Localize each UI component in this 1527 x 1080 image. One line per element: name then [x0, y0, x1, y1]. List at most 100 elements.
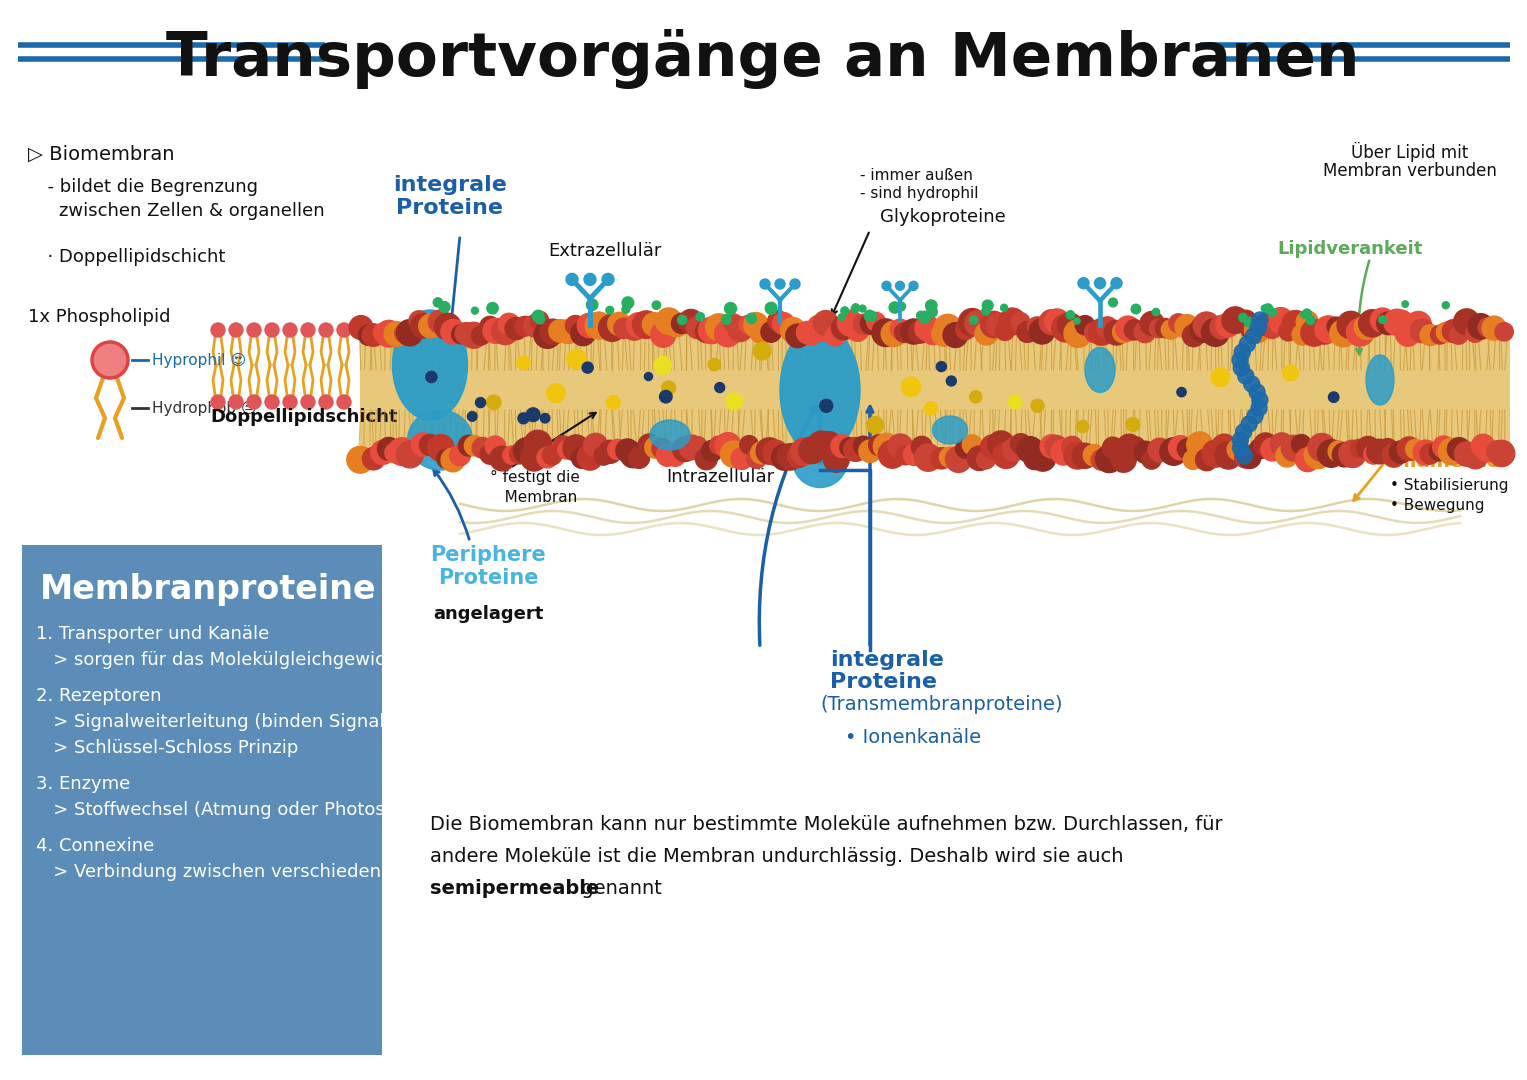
Circle shape: [1414, 440, 1438, 465]
Circle shape: [1318, 440, 1345, 468]
Circle shape: [956, 320, 976, 339]
Circle shape: [428, 434, 454, 461]
Ellipse shape: [392, 310, 467, 420]
Circle shape: [486, 436, 505, 457]
Circle shape: [837, 310, 863, 336]
Text: 2. Rezeptoren: 2. Rezeptoren: [37, 687, 162, 705]
Circle shape: [1025, 448, 1044, 470]
Circle shape: [542, 445, 562, 464]
Circle shape: [651, 322, 675, 348]
Circle shape: [747, 313, 756, 323]
Circle shape: [440, 301, 450, 312]
Circle shape: [1478, 318, 1498, 337]
Text: - sind hydrophil: - sind hydrophil: [860, 186, 979, 201]
Circle shape: [909, 321, 931, 343]
Text: Membran verbunden: Membran verbunden: [1322, 162, 1496, 180]
Text: angelagert: angelagert: [432, 605, 544, 623]
Circle shape: [715, 321, 741, 347]
Circle shape: [455, 323, 476, 345]
Circle shape: [1315, 315, 1342, 342]
Circle shape: [1072, 443, 1098, 469]
Circle shape: [211, 395, 224, 409]
Bar: [360, 332, 1510, 448]
Circle shape: [563, 435, 589, 461]
Circle shape: [698, 318, 725, 343]
Circle shape: [1104, 321, 1128, 345]
Circle shape: [1328, 441, 1350, 462]
Circle shape: [1281, 435, 1307, 461]
Circle shape: [970, 315, 977, 324]
Circle shape: [1267, 308, 1293, 333]
Text: Doppellipidschicht: Doppellipidschicht: [211, 408, 397, 426]
Circle shape: [878, 441, 907, 469]
Circle shape: [1148, 438, 1171, 462]
Circle shape: [744, 312, 768, 337]
Circle shape: [571, 447, 592, 469]
Circle shape: [861, 312, 883, 335]
Circle shape: [1212, 434, 1237, 459]
Circle shape: [266, 395, 279, 409]
Circle shape: [1251, 400, 1267, 416]
Circle shape: [1240, 320, 1260, 339]
Text: Periphere: Periphere: [431, 545, 545, 565]
Circle shape: [1379, 315, 1387, 324]
Circle shape: [654, 356, 672, 374]
Circle shape: [916, 311, 925, 320]
Circle shape: [1338, 311, 1365, 339]
Circle shape: [498, 313, 519, 335]
Text: Lipidverankeit: Lipidverankeit: [1277, 240, 1423, 258]
Circle shape: [799, 437, 826, 463]
Circle shape: [1263, 319, 1281, 338]
Circle shape: [1489, 441, 1515, 467]
Circle shape: [996, 322, 1014, 340]
Circle shape: [1161, 437, 1188, 465]
Circle shape: [337, 395, 351, 409]
Circle shape: [1328, 392, 1339, 403]
Circle shape: [1269, 308, 1277, 316]
Circle shape: [1109, 298, 1118, 307]
Circle shape: [1454, 442, 1478, 467]
Circle shape: [567, 273, 579, 285]
Circle shape: [1029, 319, 1055, 345]
Ellipse shape: [408, 410, 472, 470]
Circle shape: [606, 307, 614, 314]
Circle shape: [388, 437, 415, 465]
Circle shape: [1438, 438, 1464, 464]
Circle shape: [924, 402, 938, 415]
Circle shape: [434, 298, 443, 307]
Text: • Stabilisierung: • Stabilisierung: [1390, 478, 1509, 492]
Circle shape: [530, 311, 548, 329]
Circle shape: [492, 318, 519, 345]
Circle shape: [247, 323, 261, 337]
Circle shape: [411, 437, 429, 456]
Circle shape: [1255, 314, 1277, 336]
Circle shape: [986, 313, 1009, 336]
Circle shape: [282, 323, 296, 337]
Circle shape: [1102, 437, 1124, 458]
Circle shape: [1078, 278, 1089, 288]
Ellipse shape: [1367, 355, 1394, 405]
Circle shape: [1441, 301, 1449, 309]
Circle shape: [585, 312, 612, 339]
Circle shape: [385, 322, 409, 347]
Circle shape: [652, 438, 672, 459]
Circle shape: [472, 437, 493, 458]
Circle shape: [1110, 447, 1136, 472]
Circle shape: [780, 318, 805, 342]
Circle shape: [644, 436, 666, 458]
Circle shape: [371, 441, 394, 464]
Circle shape: [602, 273, 614, 285]
Circle shape: [1044, 435, 1067, 458]
Circle shape: [374, 323, 392, 342]
Circle shape: [904, 444, 925, 465]
Circle shape: [1156, 319, 1174, 338]
Circle shape: [541, 414, 550, 423]
Circle shape: [1215, 442, 1241, 469]
Circle shape: [490, 446, 515, 471]
Circle shape: [1483, 316, 1506, 340]
Circle shape: [1350, 440, 1368, 458]
Circle shape: [852, 303, 860, 311]
Circle shape: [1283, 365, 1298, 381]
Circle shape: [420, 434, 440, 456]
Circle shape: [661, 381, 675, 395]
